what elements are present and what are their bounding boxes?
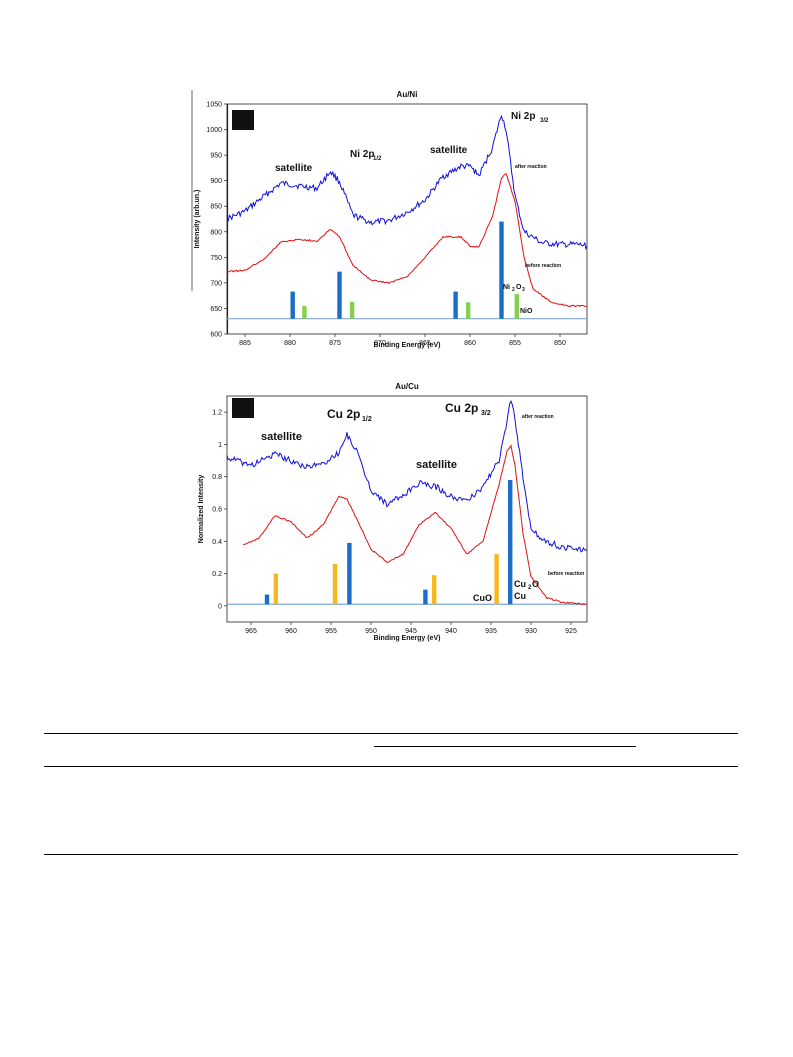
chart-title: Au/Cu [395, 382, 419, 391]
table-top-rule [44, 733, 738, 734]
annotation-label: Cu 2p [445, 401, 478, 415]
x-tick-label: 935 [485, 628, 497, 635]
x-tick-label: 925 [565, 628, 577, 635]
y-tick-label: 0.6 [212, 507, 222, 514]
x-axis-label: Binding Energy (eV) [374, 635, 441, 642]
y-tick-label: 700 [210, 280, 222, 287]
y-tick-label: 0 [218, 603, 222, 610]
annotation-label: 1/2 [373, 156, 382, 162]
annotation-label: 3 [522, 287, 525, 293]
y-tick-label: 850 [210, 204, 222, 211]
reference-bar [432, 575, 437, 605]
x-tick-label: 955 [325, 628, 337, 635]
table-group-rule [374, 746, 636, 747]
reference-bar [423, 589, 428, 605]
series-line [226, 400, 588, 553]
annotation-label: NiO [520, 308, 533, 315]
annotation-label: O [516, 284, 522, 291]
y-axis-label: Normalized Intensity [198, 475, 205, 544]
y-tick-label: 0.2 [212, 571, 222, 578]
x-tick-label: 930 [525, 628, 537, 635]
reference-bar [264, 594, 270, 605]
annotation-label: O [532, 579, 539, 589]
annotation-label: Ni [503, 284, 510, 291]
y-tick-label: 800 [210, 229, 222, 236]
x-tick-label: 850 [554, 340, 566, 347]
annotation-label: before reaction [548, 571, 584, 577]
reference-bar [499, 221, 504, 319]
x-tick-label: 960 [285, 628, 297, 635]
x-tick-label: 880 [284, 340, 296, 347]
series-line [226, 114, 588, 251]
reference-bar [514, 294, 519, 319]
annotation-label: before reaction [525, 263, 561, 269]
annotation-label: 1/2 [362, 416, 372, 423]
annotation-label: Cu [514, 579, 526, 589]
reference-bar [273, 573, 278, 605]
annotation-label: satellite [430, 145, 468, 156]
x-tick-label: 885 [239, 340, 251, 347]
reference-bar [290, 291, 295, 319]
panel-letter-box [232, 398, 254, 418]
x-tick-label: 860 [464, 340, 476, 347]
y-tick-label: 1000 [206, 127, 222, 134]
reference-bar [337, 271, 342, 319]
y-tick-label: 900 [210, 178, 222, 185]
panel-letter: a [239, 113, 248, 130]
x-tick-label: 965 [245, 628, 257, 635]
x-tick-label: 865 [419, 340, 431, 347]
annotation-label: satellite [261, 431, 302, 443]
annotation-label: satellite [416, 459, 457, 471]
x-tick-label: 945 [405, 628, 417, 635]
x-tick-label: 855 [509, 340, 521, 347]
reference-bar [349, 301, 355, 319]
plot-frame [226, 103, 588, 335]
y-tick-label: 1050 [206, 102, 222, 109]
reference-bar [466, 302, 471, 319]
table-bottom-rule [44, 854, 738, 855]
y-tick-label: 600 [210, 332, 222, 339]
annotation-label: Cu [514, 591, 526, 601]
x-tick-label: 875 [329, 340, 341, 347]
reference-bar [508, 479, 513, 605]
annotation-label: 3/2 [540, 118, 549, 124]
x-tick-label: 950 [365, 628, 377, 635]
panel-letter-box [232, 110, 254, 130]
annotation-label: satellite [275, 163, 313, 174]
annotation-label: after reaction [515, 164, 547, 170]
annotation-label: Cu 2p [327, 407, 360, 421]
y-tick-label: 0.4 [212, 539, 222, 546]
y-tick-label: 950 [210, 153, 222, 160]
table-header-rule [44, 766, 738, 767]
chart-title: Au/Ni [397, 90, 418, 99]
reference-bar [347, 542, 352, 605]
annotation-label: 2 [528, 585, 532, 591]
y-tick-label: 0.8 [212, 474, 222, 481]
reference-bar [453, 291, 458, 319]
annotation-label: 2 [512, 287, 515, 293]
x-tick-label: 870 [374, 340, 386, 347]
x-tick-label: 940 [445, 628, 457, 635]
series-line [226, 172, 588, 308]
annotation-label: after reaction [522, 414, 554, 420]
panel-letter: b [238, 401, 248, 418]
reference-bar [494, 554, 499, 605]
y-tick-label: 750 [210, 255, 222, 262]
reference-bar [332, 563, 338, 605]
x-axis-label: Binding Energy (eV) [374, 342, 441, 349]
annotation-label: 3/2 [481, 410, 491, 417]
series-line [242, 444, 588, 605]
y-tick-label: 1 [218, 442, 222, 449]
y-tick-label: 650 [210, 306, 222, 313]
reference-bar [302, 305, 307, 319]
annotation-label: Ni 2p [511, 111, 535, 122]
y-axis-label: Intensity (arb.un.) [194, 190, 201, 249]
annotation-label: Ni 2p [350, 149, 374, 160]
annotation-label: CuO [473, 593, 492, 603]
y-tick-label: 1.2 [212, 410, 222, 417]
